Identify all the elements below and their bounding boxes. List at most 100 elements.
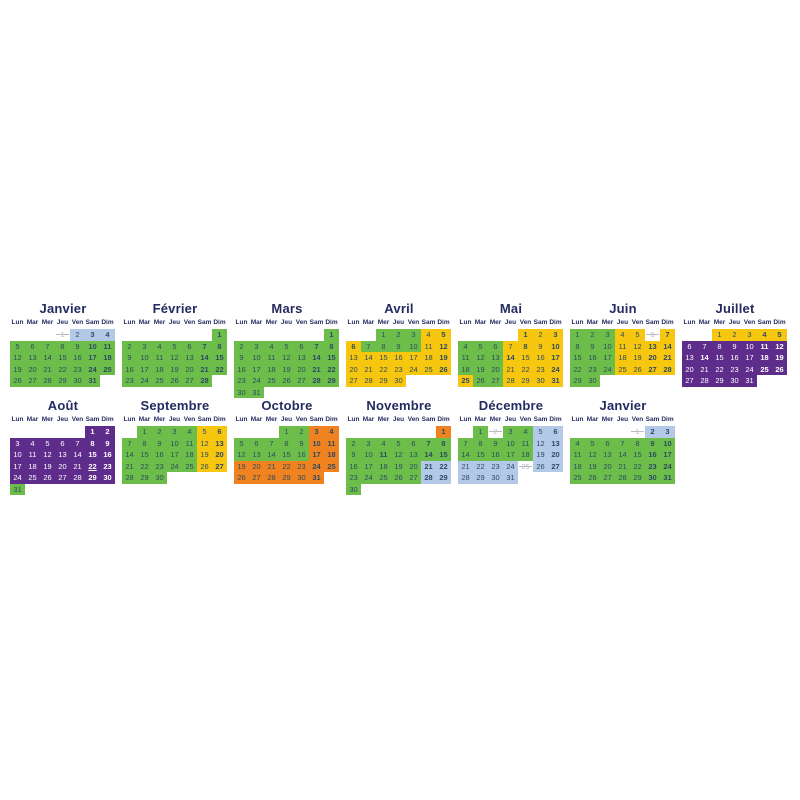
- day-cell-8: 8: [630, 437, 645, 449]
- day-cell-8: 8: [518, 340, 533, 352]
- day-cell-25: 25: [152, 375, 167, 387]
- day-cell-5: 5: [630, 329, 645, 341]
- day-cell-10: 10: [85, 340, 100, 352]
- day-cell-24: 24: [249, 375, 264, 387]
- day-cell-26: 26: [391, 472, 406, 484]
- empty-cell: [376, 484, 391, 496]
- day-cell-13: 13: [294, 352, 309, 364]
- day-cell-2: 2: [533, 329, 548, 341]
- day-cell-28: 28: [40, 375, 55, 387]
- day-cell-26: 26: [533, 460, 548, 472]
- day-header-lun: Lun: [347, 416, 360, 423]
- empty-cell: [100, 484, 115, 496]
- empty-cell: [10, 426, 25, 438]
- day-header-sam: Sam: [757, 319, 772, 326]
- empty-cell: [421, 426, 436, 438]
- day-cell-4: 4: [100, 329, 115, 341]
- day-cell-12: 12: [197, 437, 212, 449]
- day-cell-16: 16: [152, 449, 167, 461]
- month-janvier-12: Janvier Lun Mar Mer Jeu Ven Sam Dim 1 2 3 4 5 6 7 8 9 10 1…: [570, 398, 676, 484]
- week-row: 11 12 13 14 15 16 17: [458, 352, 564, 364]
- day-cell-14: 14: [122, 449, 137, 461]
- day-cell-15: 15: [324, 352, 339, 364]
- day-cell-8: 8: [436, 437, 451, 449]
- day-cell-8: 8: [324, 340, 339, 352]
- empty-cell: [660, 375, 675, 387]
- empty-cell: [406, 375, 421, 387]
- empty-cell: [294, 387, 309, 399]
- day-cell-3: 3: [167, 426, 182, 438]
- day-cell-6: 6: [55, 437, 70, 449]
- day-cell-16: 16: [294, 449, 309, 461]
- day-cell-27: 27: [645, 363, 660, 375]
- empty-cell: [25, 426, 40, 438]
- week-row: 5 6 7 8 9 10 11: [10, 340, 116, 352]
- day-cell-3: 3: [137, 340, 152, 352]
- day-cell-21: 21: [660, 352, 675, 364]
- empty-cell: [152, 329, 167, 341]
- day-cell-4: 4: [152, 340, 167, 352]
- day-cell-19: 19: [279, 363, 294, 375]
- day-cell-4: 4: [324, 426, 339, 438]
- month-title: Février: [152, 301, 198, 316]
- day-cell-3: 3: [406, 329, 421, 341]
- day-cell-6: 6: [488, 340, 503, 352]
- week-row: 7 8 9 10 11 12 13: [458, 437, 564, 449]
- day-cell-5: 5: [391, 437, 406, 449]
- day-cell-18: 18: [615, 352, 630, 364]
- day-cell-15: 15: [376, 352, 391, 364]
- day-cell-5: 5: [279, 340, 294, 352]
- day-cell-5: 5: [533, 426, 548, 438]
- empty-cell: [518, 472, 533, 484]
- day-cell-21: 21: [697, 363, 712, 375]
- day-cell-30: 30: [488, 472, 503, 484]
- day-cell-18: 18: [458, 363, 473, 375]
- week-row: 20 21 22 23 24 25 26: [682, 363, 788, 375]
- day-cell-11: 11: [518, 437, 533, 449]
- week-row: 8 9 10 11 12 13 14: [570, 340, 676, 352]
- day-header-jeu: Jeu: [56, 416, 69, 423]
- day-cell-27: 27: [294, 375, 309, 387]
- day-header-ven: Ven: [519, 319, 532, 326]
- week-row: 27 28 29 30: [346, 375, 452, 387]
- day-cell-8: 8: [712, 340, 727, 352]
- week-row: 23 24 25 26 27 28 29: [346, 472, 452, 484]
- week-row: 24 25 26 27 28 29 30: [10, 472, 116, 484]
- day-cell-21: 21: [361, 363, 376, 375]
- day-cell-12: 12: [10, 352, 25, 364]
- day-cell-30: 30: [645, 472, 660, 484]
- day-header-ven: Ven: [295, 416, 308, 423]
- day-cell-22: 22: [436, 460, 451, 472]
- day-cell-22: 22: [630, 460, 645, 472]
- week-row: 18 19 20 21 22 23 24: [570, 460, 676, 472]
- week-row: 23 24 25 26 27 28 29: [234, 375, 340, 387]
- day-header-dim: Dim: [213, 319, 226, 326]
- week-row: 20 21 22 23 24 25 26: [346, 363, 452, 375]
- day-cell-18: 18: [570, 460, 585, 472]
- empty-cell: [182, 472, 197, 484]
- day-cell-5: 5: [436, 329, 451, 341]
- day-cell-30: 30: [727, 375, 742, 387]
- day-cell-7: 7: [70, 437, 85, 449]
- day-header-sam: Sam: [645, 319, 660, 326]
- day-cell-31: 31: [548, 375, 563, 387]
- day-cell-26: 26: [436, 363, 451, 375]
- empty-cell: [645, 375, 660, 387]
- day-header-row: Lun Mar Mer Jeu Ven Sam Dim: [458, 318, 564, 328]
- day-header-jeu: Jeu: [392, 319, 405, 326]
- day-header-dim: Dim: [213, 416, 226, 423]
- day-header-ven: Ven: [295, 319, 308, 326]
- empty-cell: [346, 329, 361, 341]
- empty-cell: [570, 426, 585, 438]
- day-cell-27: 27: [600, 472, 615, 484]
- day-header-dim: Dim: [549, 416, 562, 423]
- day-cell-8: 8: [570, 340, 585, 352]
- month-title: Octobre: [261, 398, 313, 413]
- day-cell-29: 29: [376, 375, 391, 387]
- day-cell-1: 1: [324, 329, 339, 341]
- week-row: 21 22 23 24 25 26 27: [122, 460, 228, 472]
- empty-cell: [406, 426, 421, 438]
- week-row: 9 10 11 12 13 14 15: [234, 352, 340, 364]
